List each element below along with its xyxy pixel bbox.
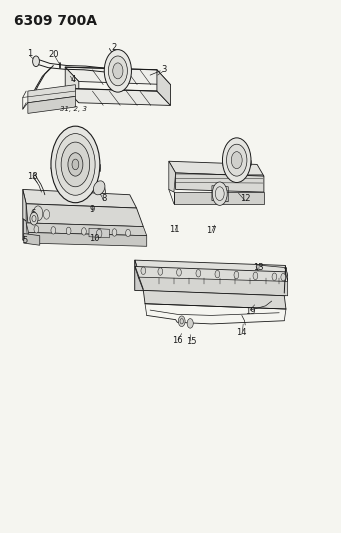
Polygon shape	[23, 189, 26, 221]
Text: 7: 7	[71, 186, 76, 195]
Circle shape	[104, 50, 131, 92]
Text: 19: 19	[245, 306, 255, 316]
Text: 12: 12	[240, 194, 250, 203]
Circle shape	[66, 227, 71, 235]
Ellipse shape	[51, 163, 100, 173]
Text: 3: 3	[161, 66, 166, 74]
Circle shape	[126, 229, 130, 237]
Polygon shape	[135, 266, 285, 296]
Polygon shape	[143, 290, 286, 309]
Polygon shape	[60, 181, 106, 195]
Text: 2: 2	[112, 43, 117, 52]
Text: 16: 16	[172, 336, 182, 345]
Circle shape	[113, 63, 123, 79]
Text: 18: 18	[27, 172, 37, 181]
Polygon shape	[157, 70, 170, 106]
Polygon shape	[67, 179, 84, 189]
Polygon shape	[26, 223, 147, 236]
Polygon shape	[26, 204, 143, 227]
Polygon shape	[285, 265, 288, 281]
Circle shape	[272, 273, 277, 280]
Text: 1: 1	[27, 50, 32, 58]
Ellipse shape	[222, 159, 251, 167]
Circle shape	[51, 227, 56, 234]
Polygon shape	[169, 161, 264, 176]
Circle shape	[196, 270, 201, 277]
Polygon shape	[169, 161, 176, 192]
Circle shape	[177, 269, 181, 276]
Polygon shape	[176, 173, 264, 192]
Text: 13: 13	[253, 263, 264, 272]
Circle shape	[112, 229, 117, 236]
Circle shape	[33, 206, 43, 221]
Circle shape	[61, 142, 90, 187]
Circle shape	[33, 56, 40, 67]
Text: 20: 20	[48, 51, 59, 59]
Text: 10: 10	[89, 234, 99, 243]
Polygon shape	[24, 233, 40, 245]
Text: 8: 8	[102, 194, 107, 203]
Polygon shape	[135, 260, 138, 277]
Polygon shape	[138, 277, 288, 296]
Text: 9: 9	[89, 205, 94, 214]
Text: 31, 2, 3: 31, 2, 3	[60, 106, 87, 112]
Circle shape	[30, 212, 38, 225]
Circle shape	[97, 228, 102, 236]
Text: 15: 15	[186, 337, 196, 346]
Polygon shape	[23, 219, 28, 243]
Circle shape	[226, 144, 247, 176]
Circle shape	[215, 270, 220, 278]
Text: 11: 11	[169, 225, 180, 234]
Text: 6: 6	[30, 209, 36, 218]
Circle shape	[178, 316, 185, 327]
Circle shape	[234, 271, 239, 279]
Circle shape	[212, 182, 227, 205]
Polygon shape	[28, 85, 75, 103]
Polygon shape	[65, 67, 170, 85]
Circle shape	[222, 138, 251, 182]
Polygon shape	[29, 232, 147, 246]
Polygon shape	[135, 260, 288, 276]
Circle shape	[281, 273, 286, 281]
Polygon shape	[135, 266, 143, 290]
Text: 17: 17	[206, 226, 217, 235]
Circle shape	[253, 272, 258, 280]
Circle shape	[51, 126, 100, 203]
Polygon shape	[65, 88, 170, 106]
Text: 14: 14	[237, 328, 247, 337]
Circle shape	[81, 228, 86, 235]
Polygon shape	[89, 228, 109, 238]
Circle shape	[34, 225, 39, 233]
Polygon shape	[23, 189, 136, 208]
Circle shape	[141, 267, 146, 274]
Text: 5: 5	[23, 237, 28, 246]
Circle shape	[158, 268, 163, 275]
Ellipse shape	[93, 181, 105, 195]
Circle shape	[56, 134, 95, 195]
Polygon shape	[65, 67, 79, 103]
Circle shape	[68, 153, 83, 176]
Polygon shape	[28, 96, 75, 114]
Text: 4: 4	[71, 75, 76, 84]
Circle shape	[231, 152, 242, 168]
Circle shape	[108, 56, 128, 86]
Circle shape	[72, 159, 79, 169]
Text: 6309 700A: 6309 700A	[14, 14, 97, 28]
Circle shape	[187, 319, 193, 328]
Polygon shape	[174, 192, 264, 204]
